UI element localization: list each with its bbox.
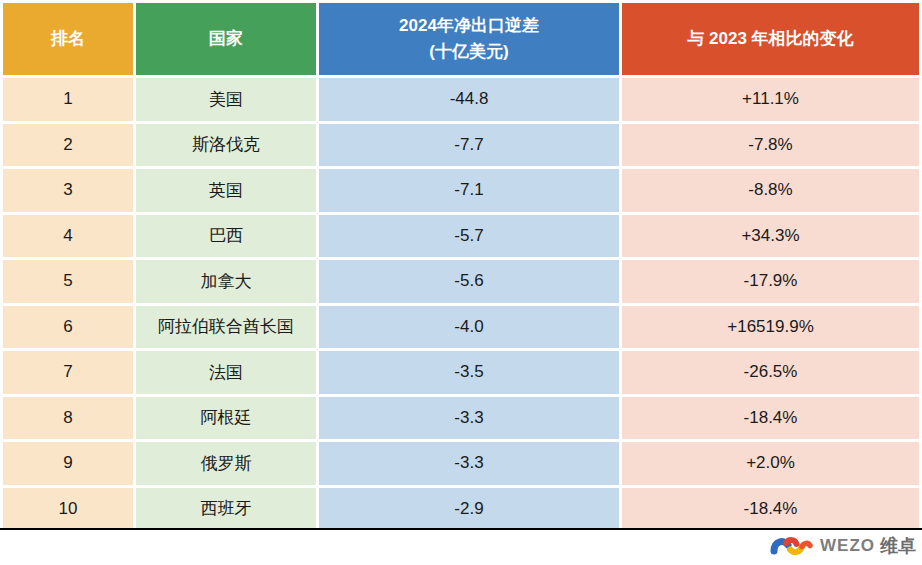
brand-cn: 维卓 [880,534,916,558]
header-row: 排名 国家 2024年净出口逆差 (十亿美元) 与 2023 年相比的变化 [3,3,919,75]
cell-rank: 9 [3,442,133,485]
table-row: 3 英国 -7.1 -8.8% [3,169,919,212]
cell-rank: 5 [3,260,133,303]
cell-deficit: -3.3 [319,397,619,440]
cell-deficit: -7.7 [319,124,619,167]
cell-rank: 1 [3,78,133,121]
table-row: 10 西班牙 -2.9 -18.4% [3,488,919,531]
table-row: 4 巴西 -5.7 +34.3% [3,215,919,258]
table-body: 1 美国 -44.8 +11.1% 2 斯洛伐克 -7.7 -7.8% 3 英国… [3,78,919,530]
cell-deficit: -3.3 [319,442,619,485]
cell-rank: 6 [3,306,133,349]
table-row: 2 斯洛伐克 -7.7 -7.8% [3,124,919,167]
trade-deficit-table: 排名 国家 2024年净出口逆差 (十亿美元) 与 2023 年相比的变化 1 … [0,0,922,533]
cell-change: +34.3% [622,215,919,258]
header-country: 国家 [136,3,316,75]
cell-rank: 7 [3,351,133,394]
cell-country: 巴西 [136,215,316,258]
cell-change: -17.9% [622,260,919,303]
table-row: 1 美国 -44.8 +11.1% [3,78,919,121]
cell-country: 斯洛伐克 [136,124,316,167]
cell-change: -26.5% [622,351,919,394]
header-rank: 排名 [3,3,133,75]
cell-deficit: -7.1 [319,169,619,212]
cell-deficit: -3.5 [319,351,619,394]
cell-country: 美国 [136,78,316,121]
cell-rank: 10 [3,488,133,531]
cell-deficit: -44.8 [319,78,619,121]
cell-change: -8.8% [622,169,919,212]
table-row: 9 俄罗斯 -3.3 +2.0% [3,442,919,485]
table-row: 6 阿拉伯联合酋长国 -4.0 +16519.9% [3,306,919,349]
cell-change: -18.4% [622,488,919,531]
cell-country: 俄罗斯 [136,442,316,485]
table-row: 8 阿根廷 -3.3 -18.4% [3,397,919,440]
cell-country: 阿拉伯联合酋长国 [136,306,316,349]
wezo-logo-icon [769,534,815,558]
cell-country: 阿根廷 [136,397,316,440]
cell-country: 英国 [136,169,316,212]
table-row: 5 加拿大 -5.6 -17.9% [3,260,919,303]
cell-deficit: -4.0 [319,306,619,349]
cell-rank: 4 [3,215,133,258]
brand-latin: WEZO [820,536,875,556]
page: 排名 国家 2024年净出口逆差 (十亿美元) 与 2023 年相比的变化 1 … [0,0,922,565]
cell-deficit: -5.6 [319,260,619,303]
footer-divider [0,528,922,530]
table-row: 7 法国 -3.5 -26.5% [3,351,919,394]
cell-change: -7.8% [622,124,919,167]
cell-rank: 2 [3,124,133,167]
cell-country: 加拿大 [136,260,316,303]
cell-change: +16519.9% [622,306,919,349]
brand: WEZO 维卓 [769,534,916,558]
cell-country: 西班牙 [136,488,316,531]
cell-country: 法国 [136,351,316,394]
header-change: 与 2023 年相比的变化 [622,3,919,75]
cell-change: -18.4% [622,397,919,440]
cell-change: +2.0% [622,442,919,485]
cell-deficit: -2.9 [319,488,619,531]
cell-rank: 3 [3,169,133,212]
cell-change: +11.1% [622,78,919,121]
footer: WEZO 维卓 [0,528,922,565]
cell-rank: 8 [3,397,133,440]
cell-deficit: -5.7 [319,215,619,258]
header-deficit: 2024年净出口逆差 (十亿美元) [319,3,619,75]
